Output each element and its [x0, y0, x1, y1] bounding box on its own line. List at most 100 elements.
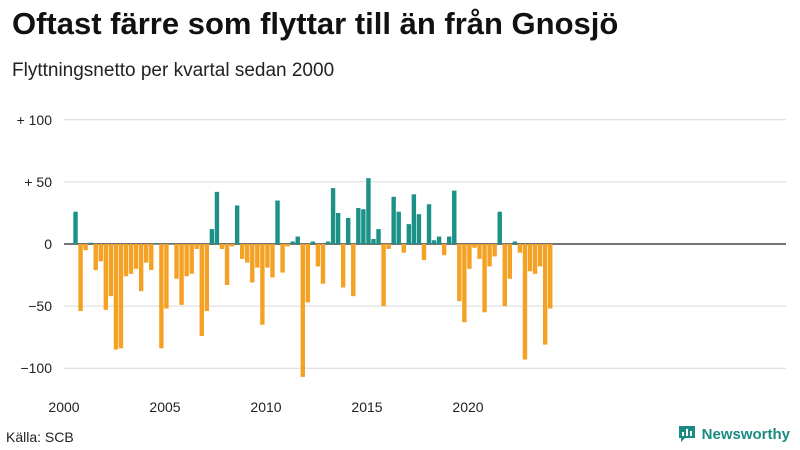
- bar[interactable]: [164, 244, 169, 309]
- bar[interactable]: [275, 200, 280, 244]
- bar[interactable]: [371, 239, 376, 244]
- bar[interactable]: [88, 242, 93, 244]
- bar[interactable]: [199, 244, 204, 336]
- bar[interactable]: [179, 244, 184, 305]
- bar[interactable]: [421, 244, 427, 261]
- brand-logo[interactable]: Newsworthy: [677, 424, 790, 444]
- bar[interactable]: [270, 244, 275, 278]
- bar[interactable]: [214, 191, 220, 244]
- bar[interactable]: [548, 244, 553, 309]
- bar[interactable]: [346, 217, 351, 244]
- bar[interactable]: [260, 244, 265, 325]
- bar[interactable]: [325, 241, 331, 244]
- bar[interactable]: [431, 240, 437, 244]
- bar-chart: + 100 + 50 0 −50 −100 2000 2005 2010 2015 2020: [17, 112, 786, 415]
- bar[interactable]: [128, 244, 134, 274]
- bar[interactable]: [98, 244, 103, 262]
- bar[interactable]: [103, 244, 109, 310]
- bar[interactable]: [467, 244, 472, 269]
- bar[interactable]: [280, 244, 285, 273]
- bar[interactable]: [219, 244, 225, 249]
- bar[interactable]: [497, 211, 502, 244]
- bar[interactable]: [401, 244, 406, 253]
- bar[interactable]: [290, 241, 295, 244]
- bar[interactable]: [224, 244, 230, 285]
- bar[interactable]: [73, 211, 78, 244]
- bar[interactable]: [108, 244, 114, 297]
- bar[interactable]: [209, 229, 215, 244]
- bar[interactable]: [133, 244, 139, 269]
- bar[interactable]: [527, 244, 533, 272]
- bar[interactable]: [250, 244, 255, 283]
- bar[interactable]: [149, 244, 154, 271]
- bar[interactable]: [517, 244, 523, 253]
- bar[interactable]: [123, 244, 129, 277]
- bar[interactable]: [315, 244, 321, 267]
- bars: [73, 178, 553, 377]
- bar[interactable]: [245, 244, 250, 263]
- bar[interactable]: [340, 244, 346, 288]
- bar[interactable]: [330, 188, 336, 244]
- bar[interactable]: [426, 204, 432, 244]
- bar[interactable]: [169, 244, 174, 245]
- bar[interactable]: [255, 244, 260, 268]
- bar[interactable]: [113, 244, 119, 350]
- bar[interactable]: [537, 244, 543, 267]
- bar[interactable]: [189, 244, 194, 274]
- bar[interactable]: [522, 244, 528, 360]
- bar[interactable]: [78, 244, 83, 312]
- bar[interactable]: [477, 244, 482, 259]
- bar[interactable]: [376, 229, 381, 244]
- bar[interactable]: [194, 244, 199, 249]
- bar[interactable]: [436, 236, 442, 244]
- bar[interactable]: [542, 244, 548, 345]
- bar[interactable]: [184, 244, 189, 277]
- bar[interactable]: [386, 244, 391, 249]
- bar[interactable]: [472, 244, 477, 248]
- chart-subtitle: Flyttningsnetto per kvartal sedan 2000: [12, 60, 335, 81]
- bar[interactable]: [447, 236, 452, 244]
- bar[interactable]: [239, 244, 245, 259]
- bar[interactable]: [512, 241, 518, 244]
- bar[interactable]: [411, 194, 417, 244]
- bar[interactable]: [159, 244, 164, 349]
- bar[interactable]: [174, 244, 179, 279]
- bar[interactable]: [335, 212, 341, 244]
- bar[interactable]: [416, 214, 422, 244]
- bar[interactable]: [452, 190, 457, 244]
- bar[interactable]: [406, 224, 412, 244]
- bar[interactable]: [366, 178, 371, 244]
- bar[interactable]: [361, 209, 366, 244]
- bar[interactable]: [492, 244, 497, 257]
- bar[interactable]: [391, 196, 396, 244]
- bar[interactable]: [502, 244, 507, 307]
- bar[interactable]: [532, 244, 538, 274]
- bar[interactable]: [93, 244, 98, 271]
- bar[interactable]: [295, 236, 300, 244]
- bar[interactable]: [285, 244, 290, 247]
- bar[interactable]: [118, 244, 124, 349]
- bar[interactable]: [204, 244, 210, 312]
- bar[interactable]: [441, 244, 447, 256]
- bar[interactable]: [381, 244, 386, 307]
- bar[interactable]: [229, 244, 235, 247]
- bar[interactable]: [487, 244, 492, 267]
- bar[interactable]: [265, 244, 270, 268]
- bar[interactable]: [396, 211, 401, 244]
- bar[interactable]: [457, 244, 462, 302]
- bar[interactable]: [320, 244, 326, 284]
- bar[interactable]: [305, 244, 311, 303]
- bar[interactable]: [507, 244, 513, 279]
- bar[interactable]: [154, 244, 159, 245]
- bar[interactable]: [482, 244, 487, 313]
- bar[interactable]: [83, 244, 88, 251]
- bar[interactable]: [462, 244, 467, 323]
- bar[interactable]: [234, 205, 240, 245]
- bar[interactable]: [351, 244, 356, 297]
- x-tick-label: 2000: [48, 399, 79, 415]
- bar[interactable]: [138, 244, 144, 292]
- bar[interactable]: [144, 244, 149, 263]
- bar[interactable]: [356, 207, 361, 244]
- bar[interactable]: [310, 241, 316, 244]
- bar[interactable]: [300, 244, 305, 377]
